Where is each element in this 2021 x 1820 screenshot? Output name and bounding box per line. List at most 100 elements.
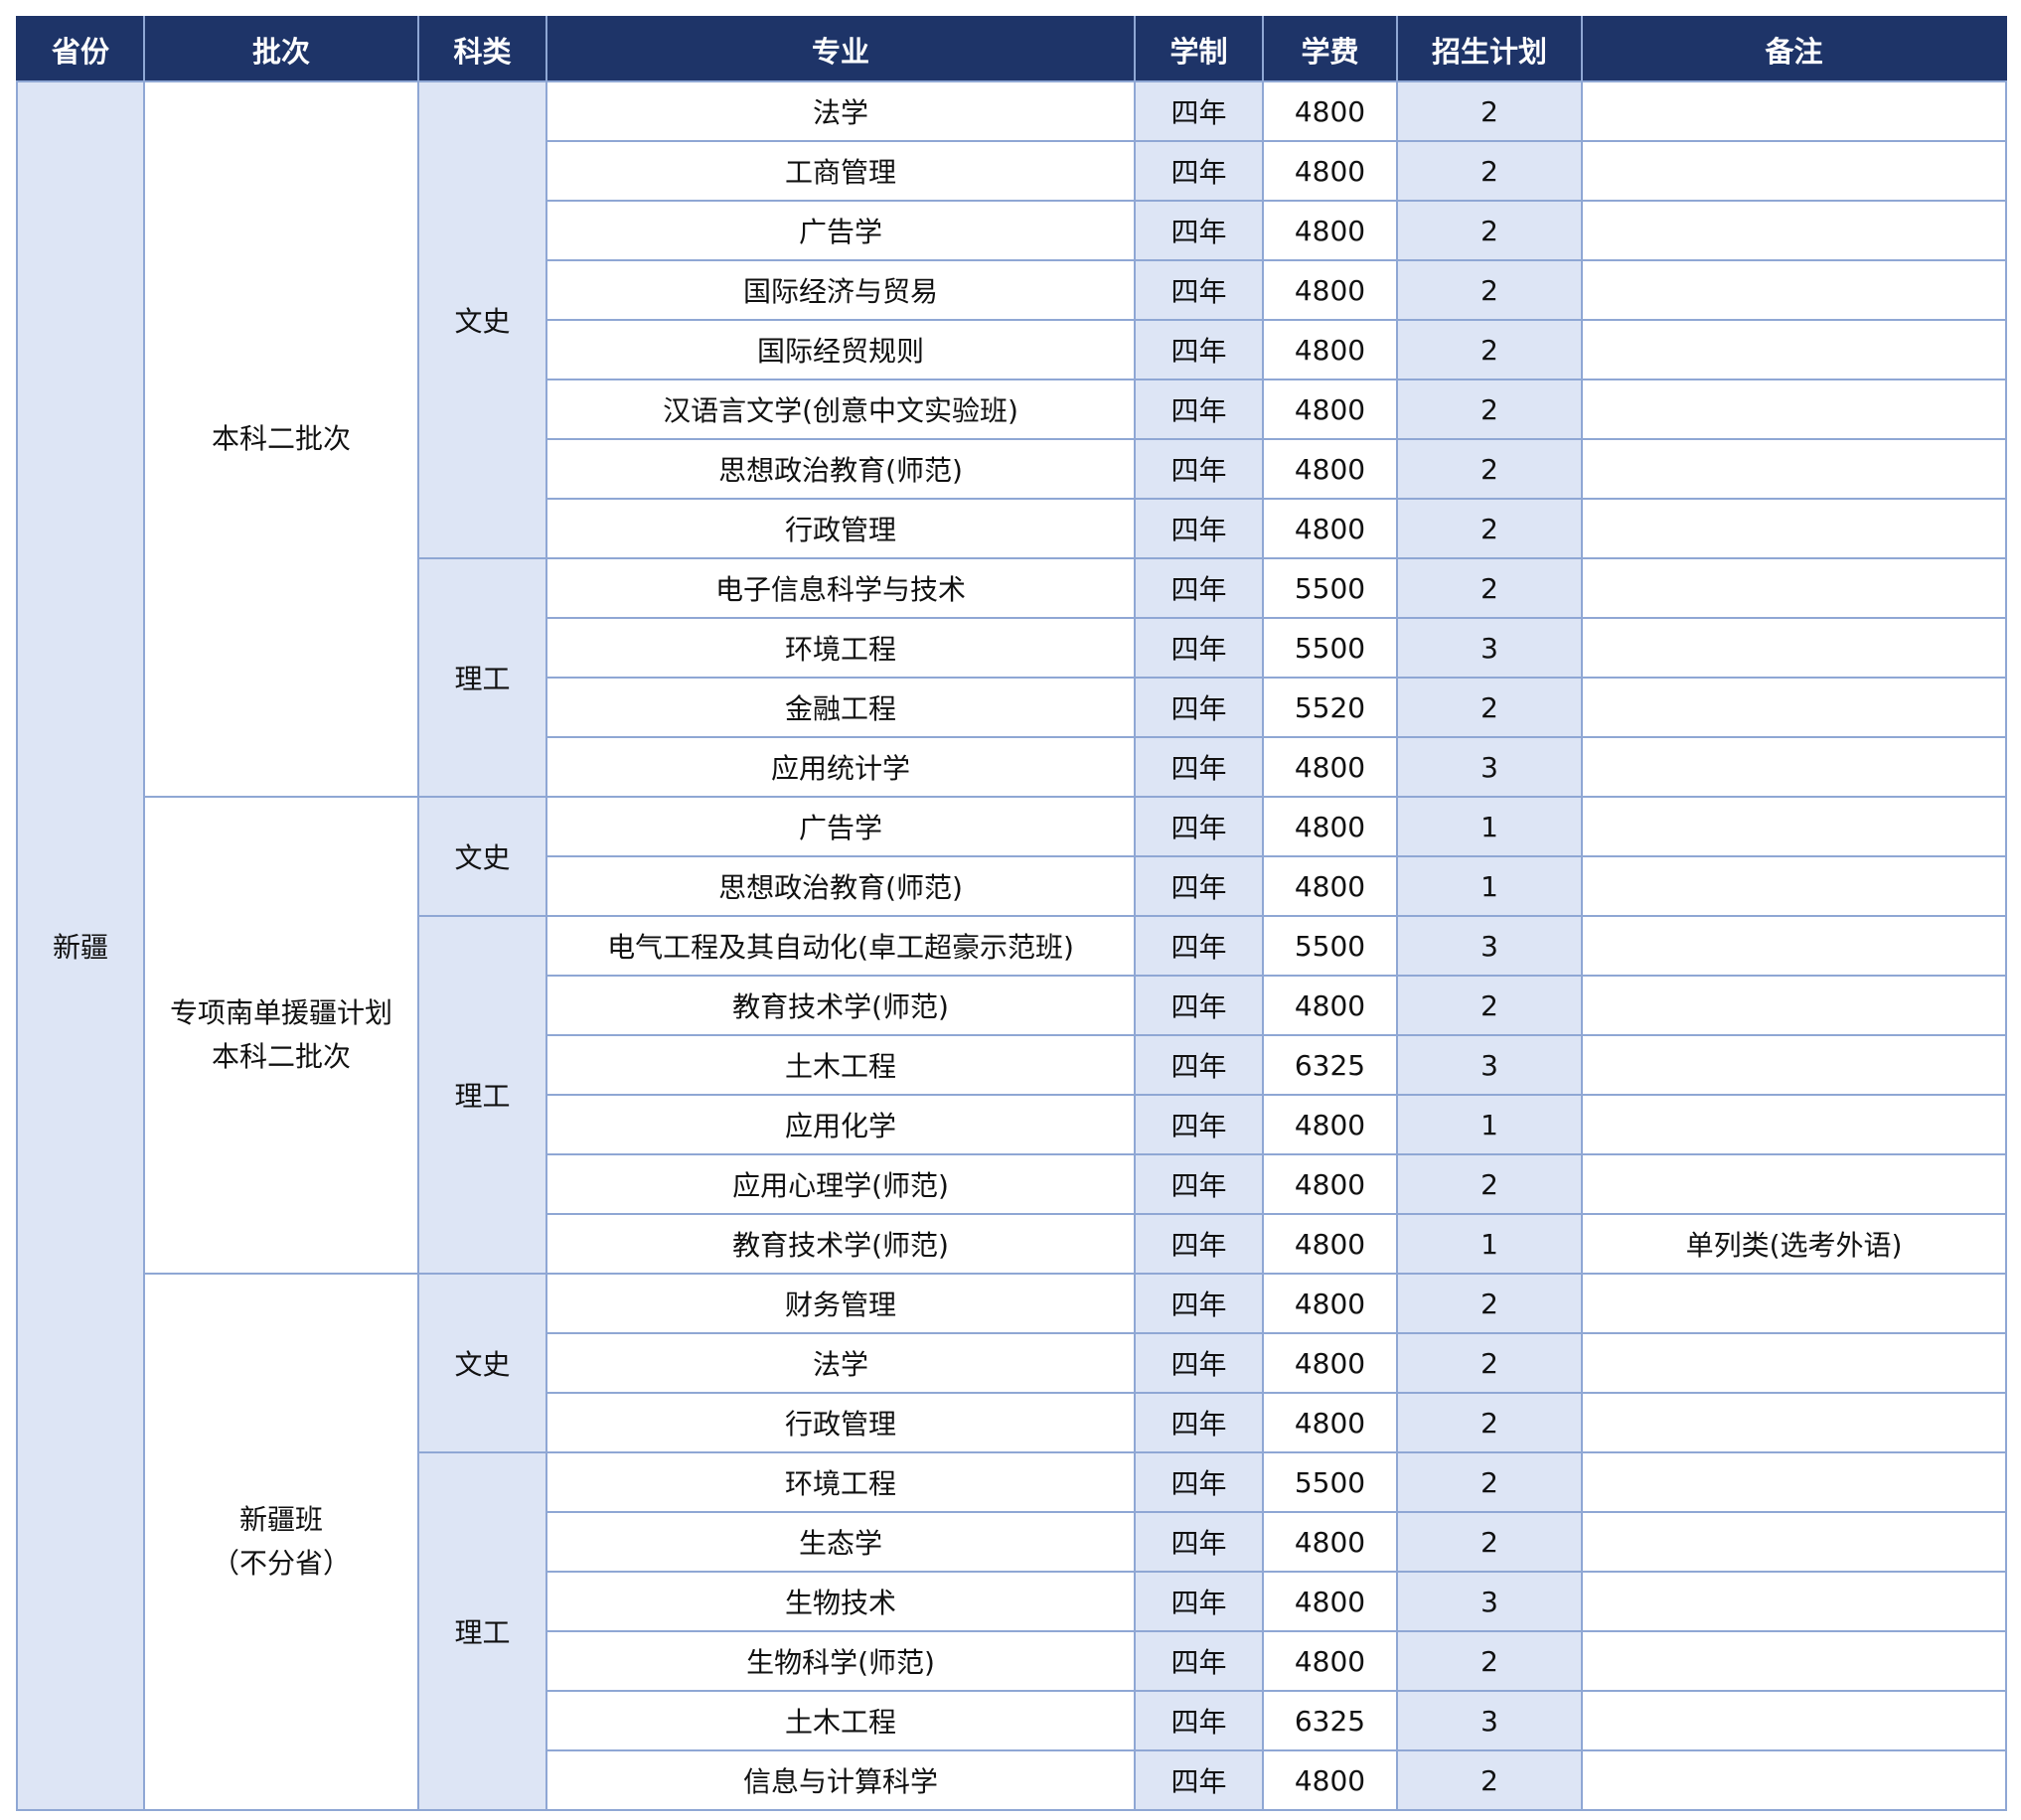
tuition-cell: 4800 [1262,498,1398,559]
category-cell: 理工 [417,915,547,1275]
quota-cell: 2 [1396,1511,1583,1573]
table-row: 行政管理 四年 4800 2 [17,498,2007,559]
duration-cell: 四年 [1134,1153,1264,1215]
tuition-cell: 6325 [1262,1690,1398,1751]
remark-cell [1581,677,2007,738]
major-cell: 金融工程 [545,677,1136,738]
tuition-cell: 4800 [1262,975,1398,1036]
major-cell: 生物技术 [545,1571,1136,1632]
major-cell: 行政管理 [545,498,1136,559]
major-cell: 环境工程 [545,1451,1136,1513]
quota-cell: 2 [1396,259,1583,321]
table-row: 生物科学(师范) 四年 4800 2 [17,1630,2007,1692]
quota-cell: 1 [1396,1094,1583,1155]
quota-cell: 2 [1396,1451,1583,1513]
major-cell: 财务管理 [545,1273,1136,1334]
duration-cell: 四年 [1134,975,1264,1036]
remark-cell [1581,617,2007,679]
quota-cell: 1 [1396,855,1583,917]
duration-cell: 四年 [1134,259,1264,321]
remark-cell [1581,1749,2007,1811]
tuition-cell: 4800 [1262,200,1398,261]
category-cell: 文史 [417,80,547,559]
duration-cell: 四年 [1134,855,1264,917]
quota-cell: 2 [1396,200,1583,261]
table-row: 生态学 四年 4800 2 [17,1511,2007,1573]
quota-cell: 2 [1396,975,1583,1036]
quota-cell: 2 [1396,379,1583,440]
quota-cell: 2 [1396,1630,1583,1692]
table-row: 法学 四年 4800 2 [17,1332,2007,1394]
table-row: 思想政治教育(师范) 四年 4800 2 [17,438,2007,500]
table-row: 土木工程 四年 6325 3 [17,1034,2007,1096]
tuition-cell: 4800 [1262,736,1398,798]
remark-cell [1581,855,2007,917]
table-row: 国际经济与贸易 四年 4800 2 [17,259,2007,321]
quota-cell: 2 [1396,677,1583,738]
admission-plan-table: 省份 批次 科类 专业 学制 学费 招生计划 备注 新疆 本科二批次 文史 法学 四年 4800 2 工商管… [16,16,2007,1811]
table-row: 土木工程 四年 6325 3 [17,1690,2007,1751]
duration-cell: 四年 [1134,1273,1264,1334]
duration-cell: 四年 [1134,1630,1264,1692]
remark-cell [1581,1630,2007,1692]
tuition-cell: 6325 [1262,1034,1398,1096]
table-row: 金融工程 四年 5520 2 [17,677,2007,738]
batch-cell: 本科二批次 [143,80,419,798]
quota-cell: 2 [1396,1273,1583,1334]
remark-cell [1581,975,2007,1036]
quota-cell: 1 [1396,1213,1583,1275]
header-duration: 学制 [1134,17,1263,81]
batch-label: 本科二批次 [211,422,351,455]
major-cell: 行政管理 [545,1392,1136,1453]
tuition-cell: 4800 [1262,1153,1398,1215]
duration-cell: 四年 [1134,1511,1264,1573]
major-cell: 教育技术学(师范) [545,1213,1136,1275]
tuition-cell: 5500 [1262,1451,1398,1513]
quota-cell: 3 [1396,1690,1583,1751]
batch-label: 本科二批次 [211,1040,351,1073]
duration-cell: 四年 [1134,617,1264,679]
tuition-cell: 4800 [1262,80,1398,142]
table-body: 新疆 本科二批次 文史 法学 四年 4800 2 工商管理 四年 4800 2 广告学 四年 4800 2 国… [16,80,2007,1811]
remark-cell [1581,438,2007,500]
major-cell: 思想政治教育(师范) [545,438,1136,500]
table-row: 教育技术学(师范) 四年 4800 1 单列类(选考外语) [17,1213,2007,1275]
duration-cell: 四年 [1134,498,1264,559]
duration-cell: 四年 [1134,1332,1264,1394]
remark-cell [1581,1511,2007,1573]
major-cell: 生物科学(师范) [545,1630,1136,1692]
major-cell: 电子信息科学与技术 [545,557,1136,619]
table-row: 专项南单援疆计划 本科二批次 文史 广告学 四年 4800 1 [17,796,2007,1275]
table-row: 环境工程 四年 5500 3 [17,617,2007,679]
category-cell: 文史 [417,796,547,917]
major-cell: 环境工程 [545,617,1136,679]
table-row: 理工 电子信息科学与技术 四年 5500 2 [17,557,2007,798]
duration-cell: 四年 [1134,140,1264,202]
table-row: 工商管理 四年 4800 2 [17,140,2007,202]
major-cell: 国际经贸规则 [545,319,1136,380]
tuition-cell: 4800 [1262,379,1398,440]
table-row: 应用统计学 四年 4800 3 [17,736,2007,798]
quota-cell: 2 [1396,1392,1583,1453]
tuition-cell: 5500 [1262,557,1398,619]
table-row: 应用化学 四年 4800 1 [17,1094,2007,1155]
quota-cell: 3 [1396,736,1583,798]
header-quota: 招生计划 [1396,17,1582,81]
table-row: 教育技术学(师范) 四年 4800 2 [17,975,2007,1036]
duration-cell: 四年 [1134,1034,1264,1096]
remark-cell [1581,1153,2007,1215]
tuition-cell: 4800 [1262,1630,1398,1692]
category-cell: 理工 [417,557,547,798]
remark-cell [1581,200,2007,261]
major-cell: 土木工程 [545,1690,1136,1751]
duration-cell: 四年 [1134,1571,1264,1632]
major-cell: 法学 [545,1332,1136,1394]
remark-cell [1581,915,2007,977]
duration-cell: 四年 [1134,557,1264,619]
tuition-cell: 4800 [1262,1273,1398,1334]
remark-cell [1581,1451,2007,1513]
table-row: 思想政治教育(师范) 四年 4800 1 [17,855,2007,917]
tuition-cell: 5500 [1262,617,1398,679]
remark-cell [1581,557,2007,619]
tuition-cell: 4800 [1262,1094,1398,1155]
